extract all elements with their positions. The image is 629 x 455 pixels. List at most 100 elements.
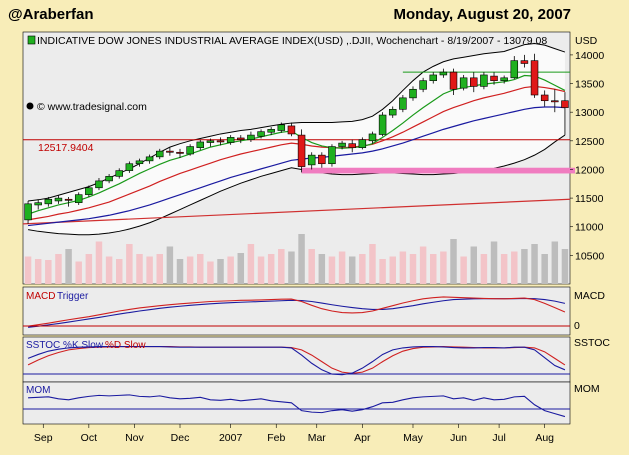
y-tick-label: 14000 <box>575 50 604 62</box>
volume-bar <box>359 254 366 284</box>
sstoc-k-line <box>27 346 566 376</box>
candle-body <box>510 60 519 79</box>
volume-bar <box>75 261 82 284</box>
candle-body <box>34 202 42 206</box>
candle-body <box>125 163 134 171</box>
candle-body <box>520 60 529 64</box>
trigger-label: Trigger <box>57 291 89 302</box>
candle-body <box>267 129 275 133</box>
x-tick-label: Sep <box>34 432 53 444</box>
volume-bar <box>247 244 255 284</box>
candle-body <box>480 74 488 87</box>
candle-body <box>176 151 184 154</box>
volume-bar <box>257 256 265 284</box>
sstoc-k-label: SSTOC %K Slow <box>26 340 104 351</box>
candle-body <box>409 88 417 99</box>
candle-body <box>328 146 336 165</box>
volume-bar <box>348 256 356 284</box>
candle-body <box>135 160 144 165</box>
trend-channel-line <box>22 198 571 225</box>
sstoc-right-label: SSTOC <box>574 337 610 349</box>
date-label: Monday, August 20, 2007 <box>393 6 571 23</box>
candle-body <box>196 141 205 148</box>
candle-body <box>237 137 245 140</box>
volume-bar <box>176 259 184 284</box>
volume-bar <box>308 249 315 284</box>
volume-bar <box>561 249 569 284</box>
volume-bar <box>237 253 245 284</box>
volume-bar <box>318 254 326 284</box>
volume-bar <box>34 259 42 284</box>
x-tick-label: Dec <box>171 432 190 444</box>
candle-body <box>490 75 498 81</box>
volume-bar <box>541 254 548 284</box>
candle-body <box>287 125 296 135</box>
volume-bar <box>105 256 113 284</box>
volume-bar <box>45 260 52 284</box>
volume-bar <box>267 254 275 284</box>
volume-bar <box>369 244 376 284</box>
price-level-label: 12517.9404 <box>38 142 94 154</box>
candle-body <box>348 143 356 148</box>
y-tick-label: 13500 <box>575 79 604 91</box>
volume-bar <box>389 256 396 284</box>
mom-line <box>28 394 566 418</box>
candle-body <box>186 146 194 155</box>
candle-body <box>85 187 93 195</box>
volume-bar <box>328 256 336 284</box>
candle-body <box>115 170 123 177</box>
volume-bar <box>55 254 62 284</box>
x-tick-label: Feb <box>267 432 285 444</box>
volume-bar <box>278 249 285 284</box>
band-fill <box>28 43 565 235</box>
volume-bar <box>470 246 478 284</box>
volume-bar <box>379 259 386 284</box>
volume-bar <box>298 234 305 284</box>
mom-panel <box>22 381 571 425</box>
candle-body <box>358 139 367 148</box>
volume-bar <box>217 259 224 284</box>
macd-right-label: MACD <box>574 290 605 302</box>
x-tick-label: 2007 <box>219 432 243 444</box>
candle-body <box>530 60 539 96</box>
ma-slow-line <box>27 106 565 227</box>
candle-body <box>439 71 448 76</box>
candle-body <box>500 77 508 81</box>
legend-candle-icon <box>27 35 36 45</box>
candle-body <box>95 180 103 189</box>
candle-body <box>399 97 407 110</box>
volume-bar <box>440 251 447 284</box>
candle-body <box>64 198 73 201</box>
x-tick-label: Oct <box>81 432 97 444</box>
candle-body <box>216 140 225 143</box>
macd-label: MACD <box>26 291 55 302</box>
watermark-icon <box>26 102 34 110</box>
candle-body <box>540 94 549 102</box>
volume-bar <box>166 246 174 284</box>
volume-bar <box>95 241 103 284</box>
volume-bar <box>480 254 488 284</box>
y-tick-label: 11000 <box>575 222 604 234</box>
volume-bar <box>419 246 427 284</box>
volume-bar <box>146 256 153 284</box>
volume-bar <box>24 256 32 284</box>
volume-bar <box>460 256 467 284</box>
y-tick-label: 13000 <box>575 107 604 119</box>
macd-panel <box>22 286 571 336</box>
volume-bar <box>521 249 528 284</box>
x-tick-label: Apr <box>354 432 371 444</box>
volume-bar <box>85 254 93 284</box>
volume-bar <box>399 251 407 284</box>
volume-bars <box>24 234 569 284</box>
x-tick-label: Mar <box>308 432 327 444</box>
candle-body <box>459 77 468 89</box>
volume-bar <box>227 256 234 284</box>
candle-body <box>338 142 346 147</box>
volume-bar <box>186 256 194 284</box>
volume-bar <box>126 244 133 284</box>
indicators <box>23 296 570 418</box>
volume-bar <box>156 254 163 284</box>
sstoc-d-label: %D Slow <box>105 340 146 351</box>
author-label: @Araberfan <box>8 6 94 23</box>
